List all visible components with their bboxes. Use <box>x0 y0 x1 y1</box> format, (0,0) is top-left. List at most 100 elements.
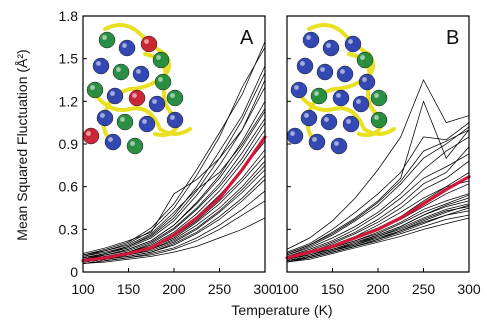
protein-atom-sphere-icon <box>86 81 104 99</box>
protein-atom-sphere-icon <box>286 127 304 145</box>
panel-b-mean-series-line <box>285 175 471 260</box>
protein-atom-sphere-icon <box>316 63 334 81</box>
panel-a-series-line <box>82 47 266 257</box>
panel-b-series-line <box>286 210 470 263</box>
panel-b-series-line <box>286 79 470 250</box>
protein-atom-sphere-icon <box>166 111 184 129</box>
panel-a-series-line <box>82 175 266 263</box>
panel-a-frame <box>82 15 266 273</box>
panel-a-x-tick-label: 100 <box>71 281 95 297</box>
protein-atom-sphere-icon <box>344 35 362 53</box>
panel-a-label: A <box>240 27 254 49</box>
panel-a-series-line <box>82 149 266 261</box>
panel-a-x-tick-label: 300 <box>253 281 277 297</box>
panel-a-series-line <box>82 118 266 260</box>
panel-a-series-line <box>82 111 266 260</box>
protein-atom-sphere-icon <box>116 113 134 131</box>
y-tick-label: 0.3 <box>59 221 79 237</box>
protein-atom-sphere-icon <box>92 57 110 75</box>
panel-a-lines <box>81 41 267 264</box>
protein-atom-sphere-icon <box>106 87 124 105</box>
panel-b-inset <box>286 23 396 155</box>
panel-b-series-line <box>286 160 470 259</box>
protein-atom-sphere-icon <box>300 109 318 127</box>
y-tick-label: 1.5 <box>59 51 79 67</box>
y-tick-label: 1.2 <box>59 93 79 109</box>
protein-atom-sphere-icon <box>296 57 314 75</box>
y-tick-labels: 0 0.3 0.6 0.9 1.2 1.5 1.8 <box>59 8 79 280</box>
protein-atom-sphere-icon <box>342 115 360 133</box>
y-tick-label: 0 <box>70 264 78 280</box>
panel-b-x-tick-label: 250 <box>412 281 436 297</box>
panel-b-label: B <box>446 27 459 49</box>
panel-b-frame <box>286 15 470 273</box>
protein-atom-sphere-icon <box>128 89 146 107</box>
protein-atom-sphere-icon <box>322 39 340 57</box>
protein-sphere-highlights <box>290 35 379 146</box>
protein-atom-sphere-icon <box>138 115 156 133</box>
protein-ribbon-icon <box>93 92 192 136</box>
panel-b-series-line <box>286 217 470 263</box>
protein-atom-sphere-icon <box>356 51 374 69</box>
protein-atom-sphere-icon <box>126 137 144 155</box>
protein-atom-sphere-icon <box>166 89 184 107</box>
panel-b-x-tick-label: 150 <box>321 281 345 297</box>
panel-a: A <box>81 15 267 273</box>
panel-a-x-tick-labels: 100 150 200 250 300 <box>71 281 277 297</box>
protein-atom-sphere-icon <box>118 39 136 57</box>
panel-b-x-tick-labels: 100 150 200 250 300 <box>275 281 481 297</box>
panel-a-series-line <box>82 65 266 257</box>
protein-atom-sphere-icon <box>96 109 114 127</box>
panel-a-x-tick-label: 150 <box>117 281 141 297</box>
protein-atom-sphere-icon <box>320 113 338 131</box>
protein-atom-sphere-icon <box>358 73 376 91</box>
panel-b-series-line <box>286 129 470 254</box>
panel-b-series-line <box>286 136 470 256</box>
panel-b-series-line <box>286 153 470 257</box>
panel-b-series-line <box>286 146 470 257</box>
y-tick-label: 1.8 <box>59 8 79 24</box>
protein-atom-sphere-icon <box>112 63 130 81</box>
protein-atom-sphere-icon <box>148 95 166 113</box>
panel-a-series-line <box>82 108 266 256</box>
protein-atom-sphere-icon <box>82 127 100 145</box>
panel-a-series-line <box>82 217 266 264</box>
y-tick-label: 0.9 <box>59 136 79 152</box>
protein-atom-sphere-icon <box>308 133 326 151</box>
panel-b-lines <box>285 79 471 263</box>
protein-sphere-highlights <box>86 35 175 146</box>
panel-a-series-line <box>82 86 266 254</box>
panel-b-x-tick-label: 100 <box>275 281 299 297</box>
protein-atom-sphere-icon <box>310 87 328 105</box>
panel-b-x-tick-label: 300 <box>457 281 481 297</box>
protein-atom-sphere-icon <box>370 89 388 107</box>
protein-atom-sphere-icon <box>332 89 350 107</box>
panel-b-series-line <box>286 100 470 254</box>
protein-atom-sphere-icon <box>302 31 320 49</box>
protein-atom-sphere-icon <box>154 73 172 91</box>
panel-a-inset <box>82 23 192 155</box>
protein-atom-sphere-icon <box>152 51 170 69</box>
protein-ribbon-icon <box>297 92 396 136</box>
protein-atom-sphere-icon <box>98 31 116 49</box>
protein-atom-sphere-icon <box>370 111 388 129</box>
protein-atom-sphere-icon <box>132 65 150 83</box>
panel-a-x-tick-label: 250 <box>208 281 232 297</box>
panel-a-x-tick-label: 200 <box>162 281 186 297</box>
panel-b: B <box>285 15 471 273</box>
protein-atom-sphere-icon <box>140 35 158 53</box>
panel-a-series-line <box>82 41 266 256</box>
panel-b-x-tick-label: 200 <box>366 281 390 297</box>
panel-a-series-line <box>82 72 266 259</box>
panel-b-series-line <box>286 193 470 260</box>
panel-a-series-line <box>82 190 266 264</box>
protein-atom-sphere-icon <box>330 137 348 155</box>
y-tick-label: 0.6 <box>59 179 79 195</box>
protein-atom-sphere-icon <box>336 65 354 83</box>
panel-a-series-line <box>82 79 266 259</box>
panel-b-series-line <box>286 206 470 261</box>
protein-atom-sphere-icon <box>352 95 370 113</box>
panel-a-mean-series-line <box>81 135 267 263</box>
protein-atom-sphere-icon <box>290 81 308 99</box>
